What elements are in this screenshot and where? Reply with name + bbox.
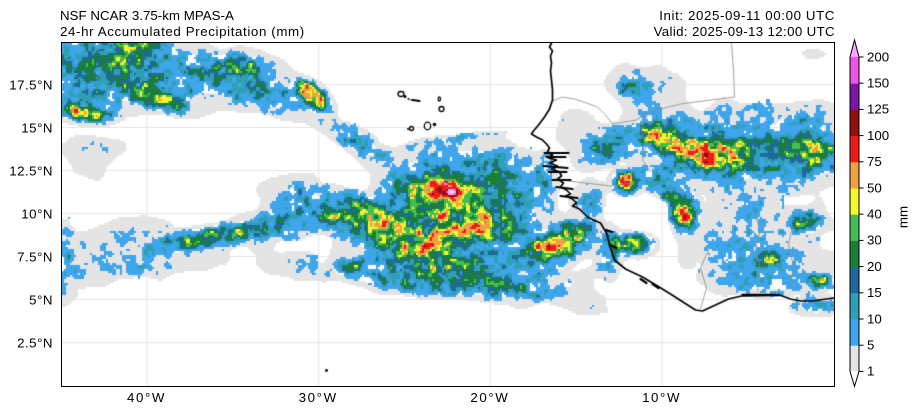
svg-text:10: 10 xyxy=(867,311,882,326)
svg-text:5: 5 xyxy=(867,338,874,353)
svg-text:20: 20 xyxy=(867,259,882,274)
svg-text:200: 200 xyxy=(867,49,889,64)
svg-text:40: 40 xyxy=(867,207,882,222)
svg-text:100: 100 xyxy=(867,128,889,143)
svg-text:125: 125 xyxy=(867,102,889,117)
svg-text:30: 30 xyxy=(867,233,882,248)
svg-text:75: 75 xyxy=(867,154,882,169)
svg-text:15: 15 xyxy=(867,285,882,300)
svg-text:1: 1 xyxy=(867,364,874,379)
svg-text:150: 150 xyxy=(867,76,889,91)
svg-text:50: 50 xyxy=(867,180,882,195)
